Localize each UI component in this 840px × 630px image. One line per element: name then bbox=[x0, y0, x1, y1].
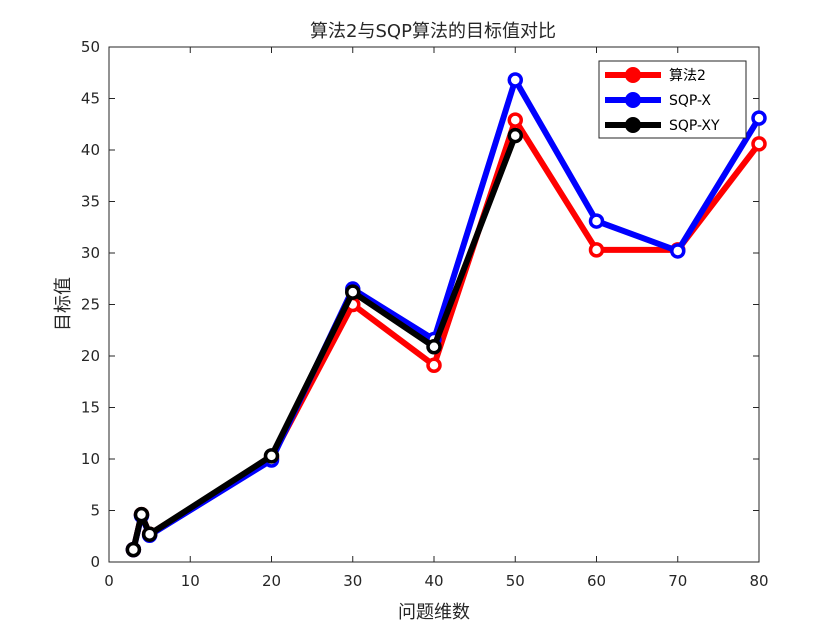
y-tick-label: 10 bbox=[81, 450, 100, 468]
legend-label: SQP-X bbox=[669, 93, 711, 109]
y-tick-label: 45 bbox=[81, 90, 100, 108]
data-point bbox=[133, 506, 150, 523]
data-point bbox=[263, 448, 280, 464]
legend-swatch-marker bbox=[625, 117, 641, 133]
axes: 0 10 20 30 40 50 60 70 80 0 5 10 15 20 25 30 35 40 45 50 bbox=[81, 38, 769, 590]
x-tick-label: 60 bbox=[587, 572, 606, 590]
x-tick-label: 40 bbox=[424, 572, 443, 590]
x-tick-label: 20 bbox=[262, 572, 281, 590]
series-2 bbox=[125, 127, 523, 558]
series-layer bbox=[125, 72, 767, 558]
x-tick-label: 80 bbox=[749, 572, 768, 590]
data-point bbox=[507, 127, 523, 144]
legend-swatch-marker bbox=[625, 67, 641, 83]
legend: 算法2 SQP-X SQP-XY bbox=[598, 60, 747, 139]
x-tick-label: 50 bbox=[506, 572, 525, 590]
y-tick-label: 5 bbox=[90, 502, 100, 520]
data-point bbox=[751, 110, 767, 126]
data-point bbox=[141, 526, 158, 542]
data-point bbox=[588, 242, 605, 258]
data-point bbox=[588, 213, 605, 229]
y-tick-label: 0 bbox=[90, 553, 100, 571]
x-tick-label: 70 bbox=[668, 572, 687, 590]
legend-swatch-marker bbox=[625, 92, 641, 108]
data-point bbox=[125, 541, 142, 558]
y-tick-label: 30 bbox=[81, 244, 100, 262]
legend-label: 算法2 bbox=[669, 68, 706, 84]
x-tick-label: 30 bbox=[343, 572, 362, 590]
x-axis-label: 问题维数 bbox=[398, 602, 470, 623]
x-tick-label: 0 bbox=[104, 572, 114, 590]
data-point bbox=[751, 136, 767, 152]
data-point bbox=[507, 72, 523, 88]
y-tick-label: 35 bbox=[81, 193, 100, 211]
y-tick-label: 15 bbox=[81, 399, 100, 417]
y-tick-label: 20 bbox=[81, 347, 100, 365]
chart-title: 算法2与SQP算法的目标值对比 bbox=[310, 21, 556, 42]
y-tick-label: 25 bbox=[81, 296, 100, 314]
data-point bbox=[426, 338, 442, 355]
legend-label: SQP-XY bbox=[669, 118, 720, 134]
data-point bbox=[507, 112, 523, 128]
data-point bbox=[670, 243, 686, 259]
y-tick-label: 50 bbox=[81, 38, 100, 56]
data-point bbox=[345, 284, 361, 300]
data-point bbox=[426, 357, 442, 374]
x-tick-label: 10 bbox=[181, 572, 200, 590]
y-axis-label: 目标值 bbox=[53, 277, 74, 331]
y-tick-label: 40 bbox=[81, 141, 100, 159]
